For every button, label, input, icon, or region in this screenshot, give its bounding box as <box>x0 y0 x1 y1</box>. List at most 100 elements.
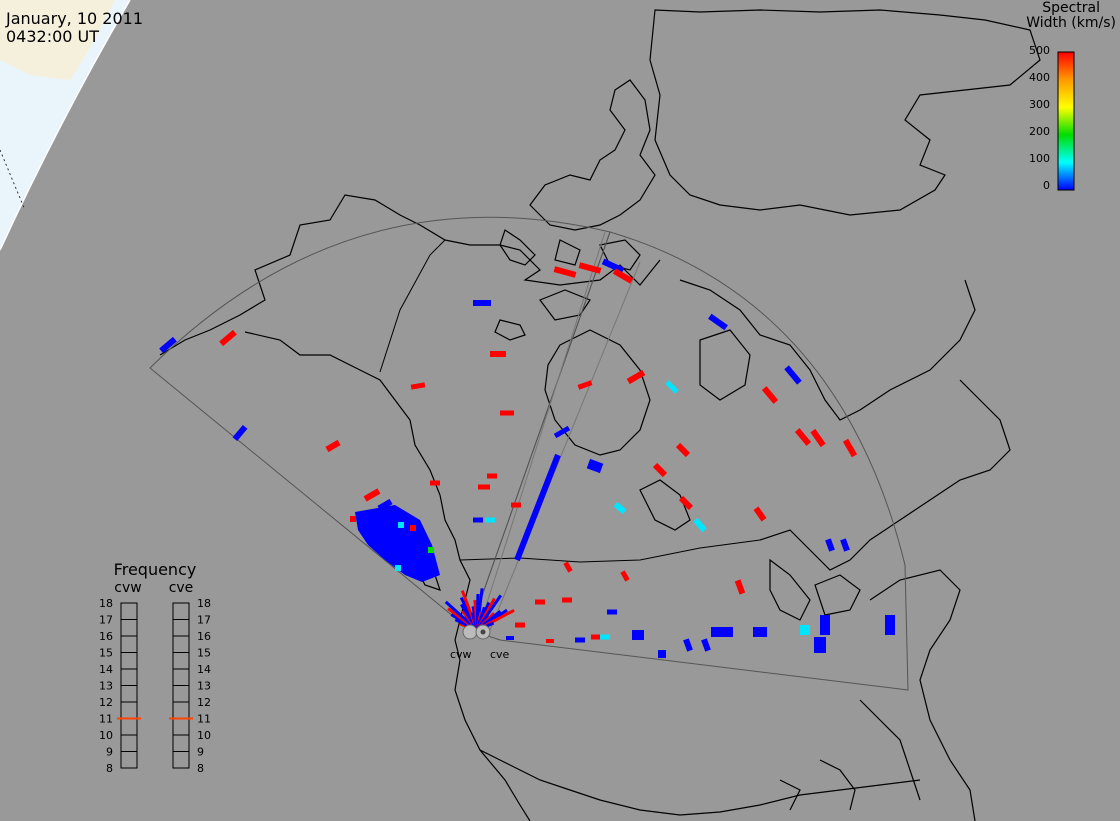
radar-cell <box>708 313 728 331</box>
colorbar-tick-400: 400 <box>1029 71 1050 84</box>
radar-cell <box>814 637 826 653</box>
frequency-label: 8 <box>106 762 113 775</box>
radar-cell <box>591 634 601 640</box>
fov-outline <box>149 216 909 691</box>
radar-cell <box>711 627 723 637</box>
radar-cell <box>490 351 506 357</box>
radar-cell <box>586 458 604 474</box>
radar-cell <box>723 627 733 637</box>
frequency-title: Frequency <box>114 560 197 579</box>
colorbar: Spectral Width (km/s) 500 400 300 200 10… <box>1026 0 1116 192</box>
date-label: January, 10 2011 <box>5 9 143 28</box>
radar-cell <box>325 439 341 453</box>
radar-cell <box>840 538 850 552</box>
frequency-label: 15 <box>197 647 211 660</box>
colorbar-gradient <box>1057 51 1075 191</box>
radar-cell <box>753 627 767 637</box>
radar-label-cvw: cvw <box>450 648 472 661</box>
radar-cell <box>515 622 525 628</box>
radar-cell <box>613 501 627 515</box>
radar-cell <box>410 525 416 531</box>
frequency-label: 11 <box>99 713 113 726</box>
radar-cell <box>219 329 237 347</box>
radar-cell <box>159 336 177 354</box>
radar-cell <box>678 495 694 511</box>
radar-cell <box>430 480 440 486</box>
frequency-label: 14 <box>99 663 113 676</box>
colorbar-title-line1: Spectral <box>1042 0 1100 16</box>
frequency-label: 16 <box>197 630 211 643</box>
time-label: 0432:00 UT <box>6 27 99 46</box>
radar-cell <box>487 473 497 479</box>
frequency-label: 8 <box>197 762 204 775</box>
radar-cell <box>410 382 426 390</box>
radar-cell <box>658 650 666 658</box>
radar-cell <box>363 488 381 502</box>
radar-cell-cluster <box>355 505 440 582</box>
radar-cell <box>632 630 644 640</box>
frequency-col-cvw: cvw <box>114 580 141 596</box>
radar-cell <box>885 615 895 635</box>
spectral-width-cells <box>159 258 895 658</box>
frequency-col-cve: cve <box>169 580 194 596</box>
frequency-label: 16 <box>99 630 113 643</box>
radar-cell <box>575 637 585 643</box>
borders <box>379 239 761 563</box>
radar-cell <box>761 386 779 404</box>
radar-cell <box>607 609 617 615</box>
radar-cell <box>701 638 711 652</box>
frequency-panel: Frequency cvw cve 18 18 17 17 16 16 15 15 14 14 13… <box>99 560 211 775</box>
radar-cell <box>553 266 577 278</box>
radar-cell <box>800 625 810 635</box>
radar-cell <box>784 365 802 385</box>
radar-cell <box>820 615 830 635</box>
radar-cell <box>511 502 521 508</box>
radar-cell <box>395 565 401 571</box>
colorbar-title-line2: Width (km/s) <box>1026 15 1116 31</box>
radar-cell <box>506 636 514 640</box>
radar-cell-streak <box>514 453 561 562</box>
radar-cell <box>350 516 356 522</box>
radar-cell <box>473 517 483 523</box>
radar-cell <box>675 442 691 458</box>
frequency-label: 13 <box>197 680 211 693</box>
radar-cell <box>478 484 490 490</box>
frequency-label: 14 <box>197 663 211 676</box>
radar-cell <box>825 538 835 552</box>
dotted-terminator <box>0 149 26 211</box>
frequency-label: 11 <box>197 713 211 726</box>
colorbar-tick-0: 0 <box>1043 179 1050 192</box>
radar-cell <box>665 380 679 394</box>
radar-cell <box>600 634 610 640</box>
frequency-label: 18 <box>197 597 211 610</box>
radar-cell <box>562 597 572 603</box>
radar-cell <box>485 517 495 523</box>
radar-cell <box>535 599 545 605</box>
radar-cell <box>693 517 707 533</box>
radar-cell <box>626 369 646 385</box>
colorbar-tick-200: 200 <box>1029 125 1050 138</box>
frequency-label: 17 <box>197 614 211 627</box>
terminator-line <box>0 0 131 251</box>
radar-cell <box>473 300 491 306</box>
radar-cell <box>553 425 571 439</box>
radar-label-cve: cve <box>490 648 510 661</box>
radar-cell <box>683 638 693 652</box>
radar-cell <box>398 522 404 528</box>
radar-cell <box>652 462 668 478</box>
radar-cell <box>500 410 514 416</box>
frequency-label: 10 <box>197 729 211 742</box>
coastlines <box>159 9 1041 821</box>
radar-cell <box>563 561 573 573</box>
colorbar-tick-300: 300 <box>1029 98 1050 111</box>
radar-site-cvw <box>462 624 478 640</box>
frequency-label: 9 <box>106 746 113 759</box>
frequency-label: 12 <box>197 696 211 709</box>
radar-cell <box>578 262 602 274</box>
radar-cell <box>734 579 746 595</box>
frequency-label: 10 <box>99 729 113 742</box>
radar-cell <box>612 268 634 284</box>
frequency-label: 12 <box>99 696 113 709</box>
